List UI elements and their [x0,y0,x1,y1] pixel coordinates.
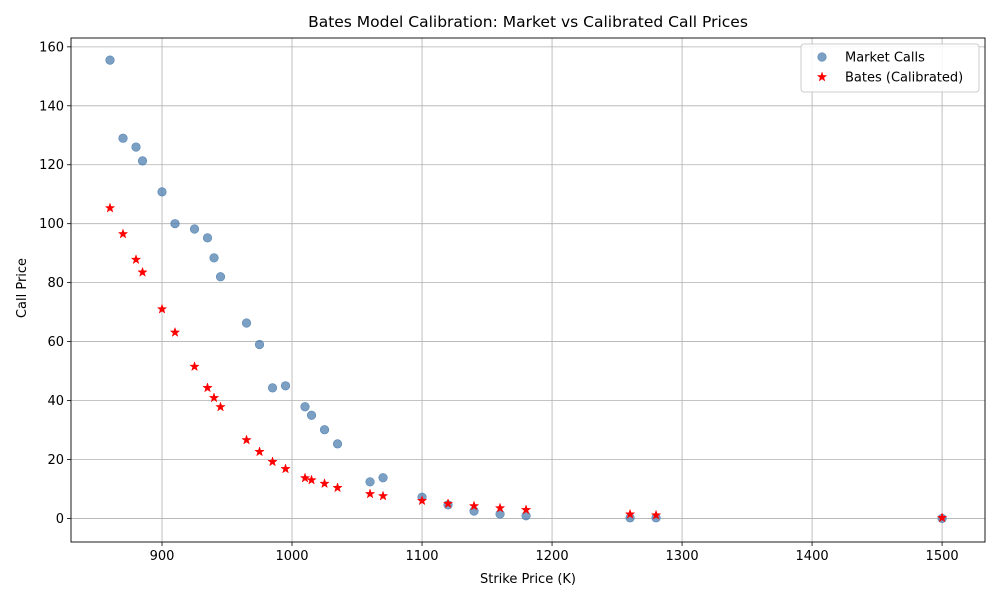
bates-calibrated-point [202,382,213,393]
market-call-point [280,381,291,391]
bates-calibrated-point [137,266,148,277]
bates-calibrated-point [364,488,376,499]
market-call-point [170,219,180,229]
bates-calibrated-point [267,456,278,467]
chart-title: Bates Model Calibration: Market vs Calib… [308,13,748,31]
legend-star-marker [816,71,828,82]
y-tick-label: 60 [47,335,64,350]
y-tick-label: 160 [39,40,64,55]
bates-calibrated-point [156,303,168,314]
bates-calibrated-point [319,478,330,489]
bates-calibrated-point [254,446,265,457]
legend-circle-marker [817,52,827,62]
market-call-point [306,410,317,420]
market-call-point [521,511,531,521]
market-call-point [209,253,219,263]
legend-label: Bates (Calibrated) [845,71,963,86]
bates-calibrated-point [494,502,506,513]
market-call-point [495,509,505,519]
x-tick-label: 1400 [796,549,829,564]
bates-calibrated-point [650,509,662,520]
market-call-point [378,473,388,483]
bates-calibrated-point [117,228,129,239]
x-tick-label: 1300 [666,549,699,564]
bates-calibrated-point [936,512,948,523]
market-call-point [157,187,167,197]
bates-calibrated-point [377,490,389,501]
y-tick-label: 80 [47,276,64,291]
bates-calibrated-point [442,498,454,509]
bates-calibrated-point [189,361,200,372]
bates-calibrated-point [104,202,116,213]
plot-area: 900 1000 1100 1200 1300 1400 1500 0 20 40 60 80 100 1… [39,37,986,564]
bates-calibrated-point [169,326,181,337]
bates-calibrated-point [468,500,480,511]
axes-frame [70,37,986,543]
bates-calibrated-point [299,472,311,483]
y-tick-label: 120 [39,158,64,173]
market-call-point [267,383,278,393]
market-call-point [137,156,148,166]
x-tick-label: 1100 [405,549,438,564]
market-call-point [215,272,226,282]
bates-calibrated-point [208,392,220,403]
legend-box [800,43,980,93]
legend-label: Market Calls [845,51,925,66]
market-call-point [118,133,128,143]
y-tick-label: 20 [47,453,64,468]
x-tick-label: 900 [150,549,175,564]
market-call-point [319,425,330,435]
bates-calibrated-point [215,401,226,412]
market-call-point [202,233,213,243]
market-call-point [254,339,265,350]
bates-calibrated-point [130,254,142,265]
x-tick-label: 1500 [926,549,959,564]
bates-calibrated-point [280,463,291,474]
y-tick-label: 40 [47,394,64,409]
market-call-point [332,439,343,449]
market-call-point [189,224,200,234]
bates-calibrated-point [306,474,317,485]
bates-calibrated-point [624,508,636,519]
bates-calibrated-point [332,482,343,493]
bates-calibrated-point [520,504,532,515]
x-axis-label: Strike Price (K) [480,572,576,587]
x-tick-label: 1200 [536,549,569,564]
market-call-point [241,318,252,328]
bates-calibrated-point [416,495,428,506]
y-tick-label: 100 [39,217,64,232]
legend: Market Calls Bates (Calibrated) [800,43,980,93]
y-tick-label: 140 [39,99,64,114]
y-tick-label: 0 [56,512,64,527]
market-call-point [300,402,310,412]
market-call-point [365,477,375,487]
market-call-point [131,142,141,152]
market-call-point [105,55,115,65]
x-tick-label: 1000 [275,549,308,564]
bates-calibrated-point [241,434,252,445]
y-axis-label: Call Price [15,258,30,318]
